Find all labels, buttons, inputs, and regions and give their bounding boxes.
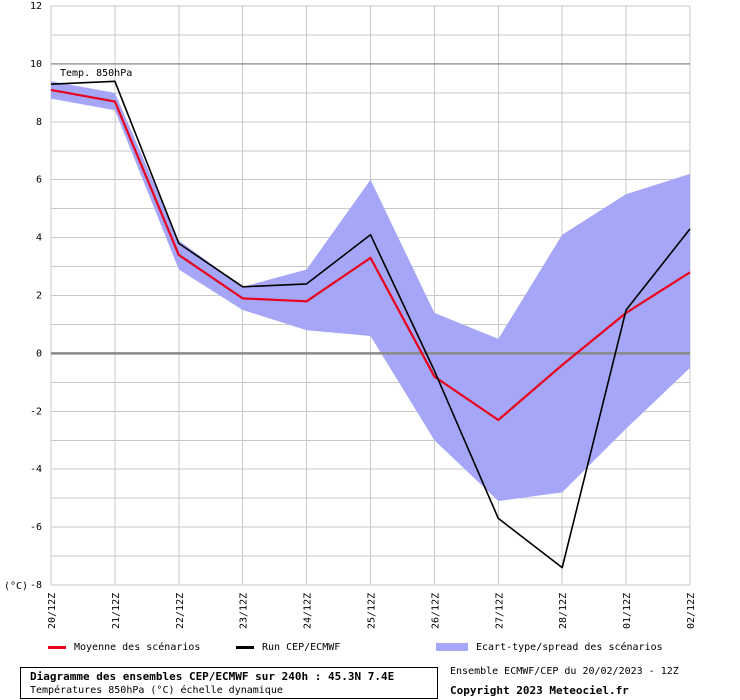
x-tick-label: 26/12Z — [430, 593, 441, 629]
footer-title-box: Diagramme des ensembles CEP/ECMWF sur 24… — [20, 667, 438, 699]
y-tick-label: -4 — [30, 464, 42, 475]
reference-lines — [51, 63, 690, 355]
x-tick-label: 27/12Z — [494, 593, 505, 629]
x-tick-label: 02/12Z — [686, 593, 697, 629]
y-tick-label: 10 — [30, 59, 42, 70]
footer-copyright: Copyright 2023 Meteociel.fr — [450, 684, 629, 697]
legend-label-run: Run CEP/ECMWF — [262, 641, 341, 653]
x-tick-label: 28/12Z — [558, 593, 569, 629]
x-tick-label: 24/12Z — [303, 593, 314, 629]
y-tick-label: 12 — [30, 1, 42, 12]
legend-item-spread: Ecart-type/spread des scénarios — [436, 638, 663, 656]
legend-swatch-spread — [436, 643, 468, 651]
x-tick-label: 01/12Z — [622, 593, 633, 629]
legend-item-run: Run CEP/ECMWF — [236, 638, 340, 656]
y-tick-label: 2 — [36, 291, 42, 302]
legend-label-spread: Ecart-type/spread des scénarios — [476, 641, 663, 653]
x-tick-label: 20/12Z — [47, 593, 58, 629]
footer-run-info: Ensemble ECMWF/CEP du 20/02/2023 - 12Z — [450, 666, 679, 677]
y-tick-label: 6 — [36, 175, 42, 186]
legend-swatch-mean — [48, 645, 66, 649]
chart-canvas: 12 10 8 6 4 2 0 -2 -4 -6 -8 20/12Z 21/12Z 22/12Z 23/1… — [4, 1, 697, 629]
spread-band-layer — [51, 81, 690, 502]
series-lines — [50, 80, 691, 569]
y-unit-label: (°C) — [4, 581, 28, 592]
legend-item-mean: Moyenne des scénarios — [48, 638, 200, 656]
footer-title: Diagramme des ensembles CEP/ECMWF sur 24… — [30, 670, 395, 683]
footer-subtitle: Températures 850hPa (°C) échelle dynamiq… — [30, 685, 283, 696]
legend-swatch-run — [236, 645, 254, 649]
series-line-run — [50, 80, 691, 569]
y-tick-label: 4 — [36, 233, 42, 244]
legend-label-mean: Moyenne des scénarios — [74, 641, 201, 653]
y-tick-label: -6 — [30, 522, 42, 533]
x-tick-label: 25/12Z — [367, 593, 378, 629]
spread-band — [51, 81, 690, 502]
y-tick-label: 8 — [36, 117, 42, 128]
y-tick-label: -8 — [30, 580, 42, 591]
y-tick-label: 0 — [36, 348, 42, 359]
x-tick-labels: 20/12Z 21/12Z 22/12Z 23/12Z 24/12Z 25/12Z 26/1… — [47, 593, 697, 629]
x-tick-label: 23/12Z — [239, 593, 250, 629]
x-tick-label: 21/12Z — [111, 593, 122, 629]
chart-annotation: Temp. 850hPa — [60, 68, 132, 79]
y-tick-label: -2 — [30, 406, 42, 417]
y-tick-labels: 12 10 8 6 4 2 0 -2 -4 -6 -8 — [30, 1, 42, 591]
series-line-mean — [50, 88, 691, 422]
x-tick-label: 22/12Z — [175, 593, 186, 629]
